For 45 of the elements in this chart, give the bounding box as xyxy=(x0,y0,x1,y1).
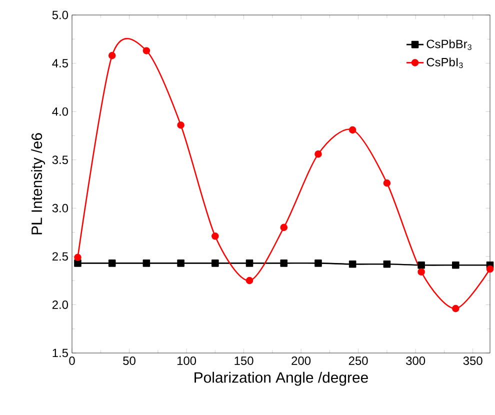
y-axis-title: PL Intensity /e6 xyxy=(31,133,46,234)
point xyxy=(418,268,425,276)
x-tick-label: 300 xyxy=(406,356,426,365)
x-axis-title: Polarization Angle /degree xyxy=(194,372,368,386)
point xyxy=(452,304,460,312)
y-tick-label: 4.0 xyxy=(52,107,68,116)
x-tick-label: 350 xyxy=(463,356,482,365)
x-tick-label: 150 xyxy=(234,356,254,365)
point xyxy=(314,260,322,267)
point xyxy=(383,179,391,187)
point xyxy=(348,260,356,268)
y-tick-label: 2.0 xyxy=(52,300,68,309)
x-tick-label: 250 xyxy=(348,356,368,365)
x-tick-label: 50 xyxy=(123,356,136,365)
point xyxy=(418,261,425,269)
point xyxy=(74,254,82,262)
point xyxy=(212,232,219,240)
point xyxy=(246,260,254,267)
point xyxy=(177,121,184,129)
y-tick-label: 3.0 xyxy=(52,204,68,212)
y-tick-label: 3.5 xyxy=(52,156,68,164)
point xyxy=(142,260,150,267)
point xyxy=(383,260,391,268)
point xyxy=(142,47,150,54)
y-tick-label: 2.5 xyxy=(52,252,68,261)
point xyxy=(452,261,460,269)
point xyxy=(212,260,219,267)
point xyxy=(74,260,82,267)
point xyxy=(246,276,254,284)
y-tick-label: 5.0 xyxy=(52,10,68,20)
point xyxy=(177,260,184,267)
point xyxy=(280,260,288,267)
point xyxy=(280,224,288,232)
x-tick-label: 200 xyxy=(292,356,311,365)
point xyxy=(108,52,116,60)
y-tick-label: 4.5 xyxy=(52,59,68,68)
point xyxy=(108,260,116,267)
x-tick-label: 0 xyxy=(69,356,75,365)
legend-label: CsPbBr$_{3}$ xyxy=(426,39,472,50)
point xyxy=(486,265,494,273)
point xyxy=(314,150,322,158)
x-tick-label: 100 xyxy=(177,356,196,365)
y-tick-label: 1.5 xyxy=(52,348,68,358)
legend-label: CsPbI$_{3}$ xyxy=(426,58,463,68)
point xyxy=(348,126,356,134)
